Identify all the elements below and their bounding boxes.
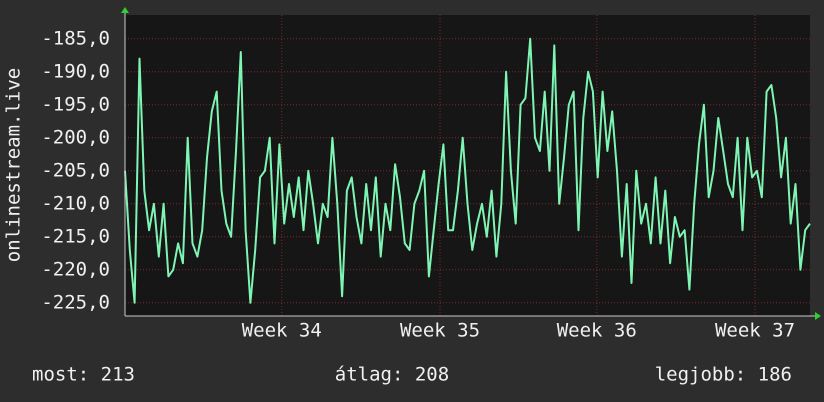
y-tick-label: -185,0 — [41, 27, 110, 49]
series-line — [124, 37, 811, 304]
x-tick-label: Week 35 — [400, 320, 480, 342]
y-tick-label: -210,0 — [41, 192, 110, 214]
x-arrow — [815, 312, 821, 320]
y-tick-label: -220,0 — [41, 258, 110, 280]
footer-max: legjobb: 186 — [655, 364, 792, 386]
y-tick-label: -190,0 — [41, 60, 110, 82]
y-tick-label: -200,0 — [41, 126, 110, 148]
y-axis-label: onlinestream.live — [3, 68, 25, 262]
footer-average: átlag: 208 — [335, 364, 449, 386]
y-tick-label: -215,0 — [41, 225, 110, 247]
x-tick-label: Week 34 — [242, 320, 322, 342]
x-tick-label: Week 36 — [557, 320, 637, 342]
y-tick-label: -205,0 — [41, 159, 110, 181]
y-tick-label: -195,0 — [41, 93, 110, 115]
y-arrow — [121, 7, 129, 13]
footer-current: most: 213 — [32, 364, 135, 386]
x-tick-label: Week 37 — [715, 320, 795, 342]
y-tick-label: -225,0 — [41, 291, 110, 313]
